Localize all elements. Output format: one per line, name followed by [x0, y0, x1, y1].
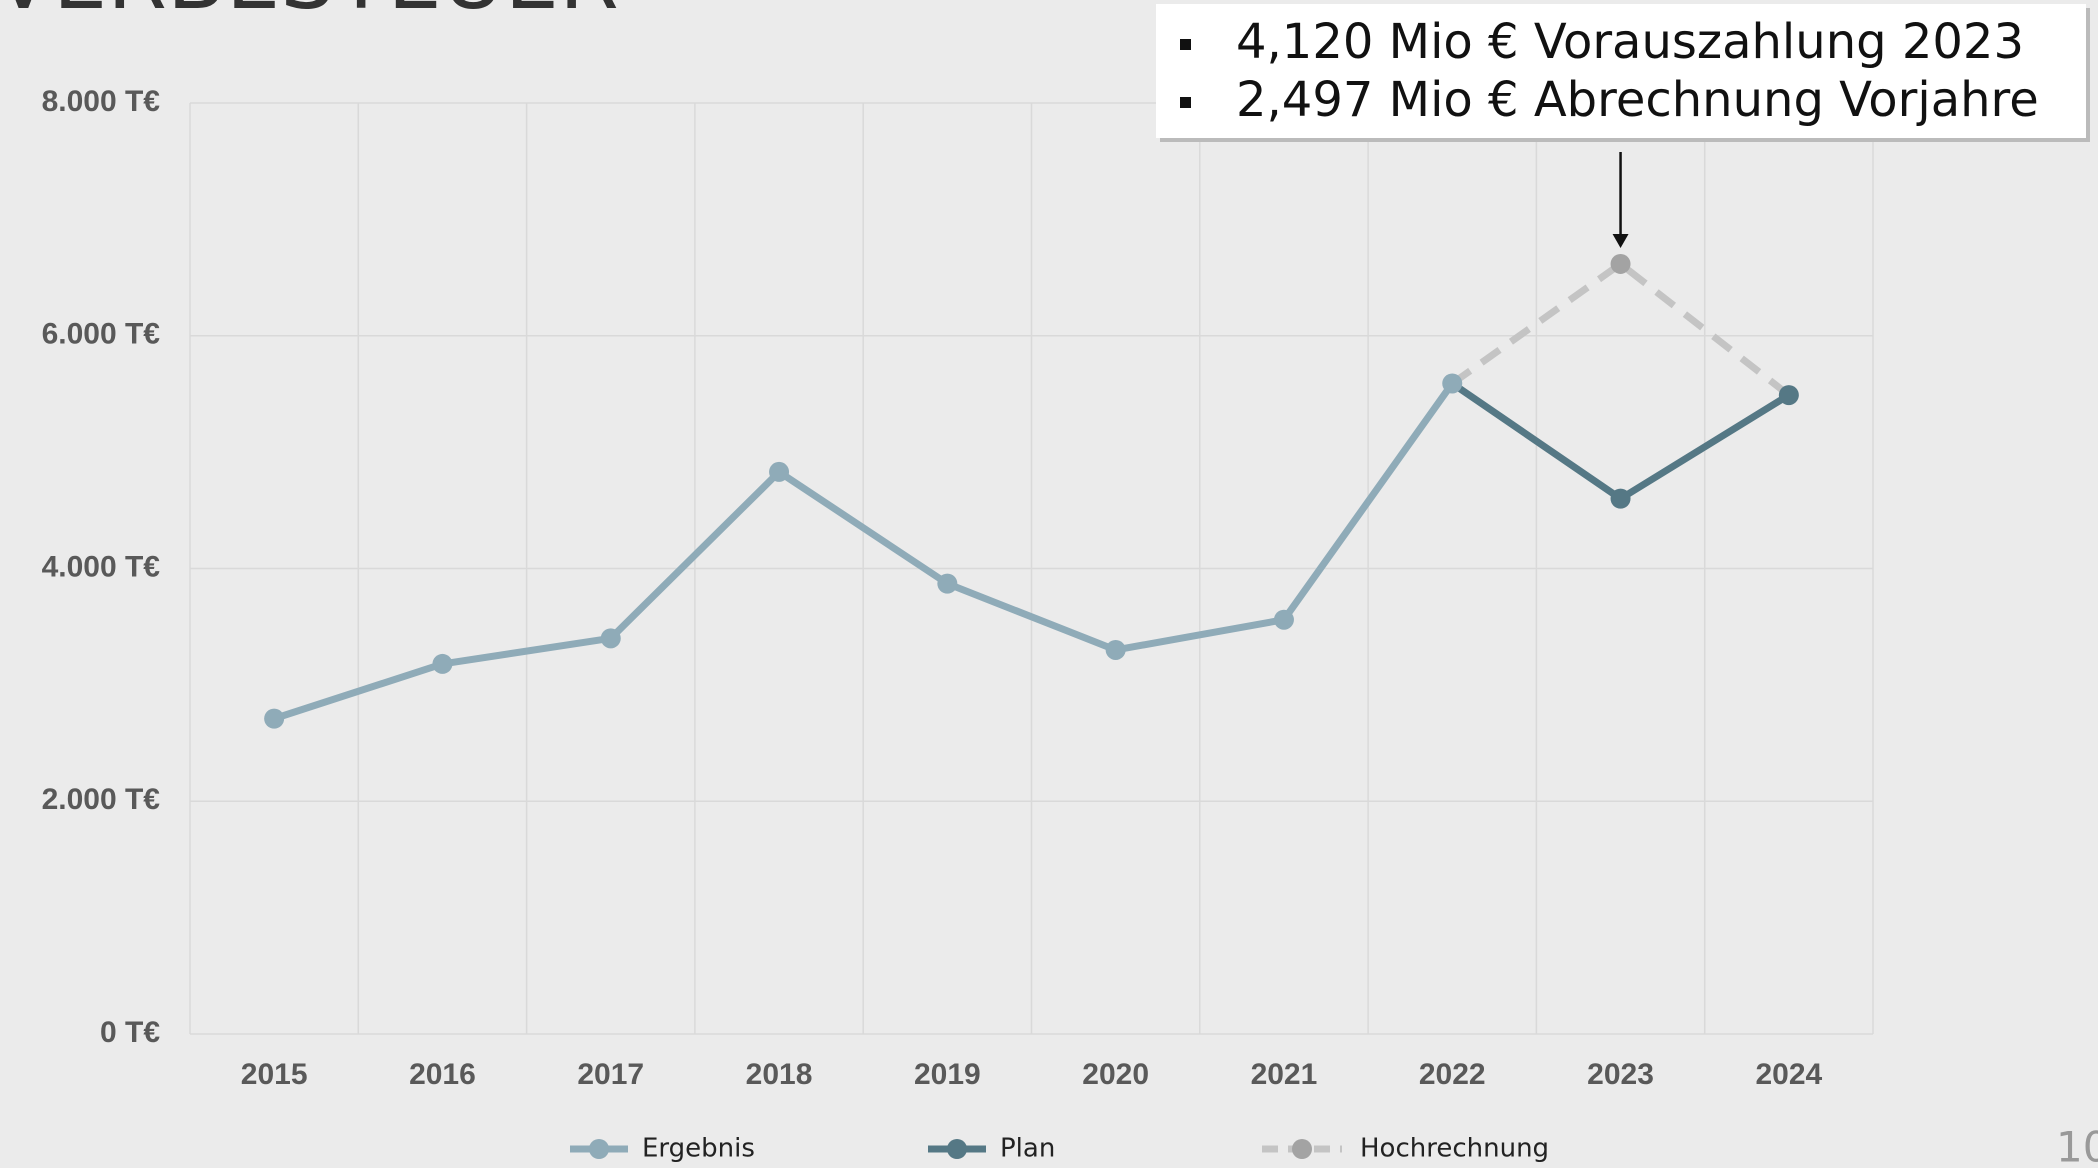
chart-title: VERBESTEUER — [0, 0, 619, 29]
series-marker — [432, 653, 453, 674]
series-marker — [1105, 639, 1126, 660]
legend-label: Hochrechnung — [1360, 1134, 1549, 1164]
series-marker — [1610, 488, 1631, 509]
series-marker — [600, 628, 621, 649]
legend-label: Ergebnis — [642, 1134, 755, 1164]
series-marker — [1778, 385, 1799, 406]
series-marker — [1442, 373, 1463, 394]
series-marker — [769, 461, 790, 482]
y-tick-label: 6.000 T€ — [42, 318, 161, 351]
x-tick-label: 2022 — [1419, 1058, 1486, 1091]
x-tick-label: 2019 — [914, 1058, 981, 1091]
annotation-box — [1156, 4, 2086, 138]
x-tick-label: 2016 — [409, 1058, 476, 1091]
series-marker — [937, 573, 958, 594]
x-tick-label: 2020 — [1082, 1058, 1149, 1091]
y-tick-label: 2.000 T€ — [42, 783, 161, 816]
annotation-line: 2,497 Mio € Abrechnung Vorjahre — [1236, 72, 2039, 128]
x-tick-label: 2015 — [241, 1058, 308, 1091]
x-tick-label: 2018 — [746, 1058, 813, 1091]
series-line — [273, 381, 1456, 722]
legend-swatch-marker — [947, 1139, 967, 1159]
y-tick-label: 0 T€ — [100, 1016, 160, 1049]
series-marker — [1273, 609, 1294, 630]
y-tick-label: 4.000 T€ — [42, 550, 161, 583]
bullet — [1180, 39, 1191, 50]
x-tick-label: 2023 — [1587, 1058, 1654, 1091]
y-tick-label: 8.000 T€ — [42, 85, 161, 118]
x-tick-label: 2021 — [1251, 1058, 1318, 1091]
legend-swatch-marker — [1292, 1139, 1312, 1159]
bullet — [1180, 97, 1191, 108]
page-number: 10 — [2056, 1123, 2098, 1168]
legend-swatch-marker — [589, 1139, 609, 1159]
series-marker — [1610, 253, 1631, 274]
series-marker — [264, 708, 285, 729]
annotation-line: 4,120 Mio € Vorauszahlung 2023 — [1236, 14, 2024, 70]
annotation-arrowhead — [1612, 233, 1629, 248]
x-tick-label: 2017 — [577, 1058, 644, 1091]
x-tick-label: 2024 — [1755, 1058, 1822, 1091]
legend-label: Plan — [1000, 1134, 1055, 1164]
